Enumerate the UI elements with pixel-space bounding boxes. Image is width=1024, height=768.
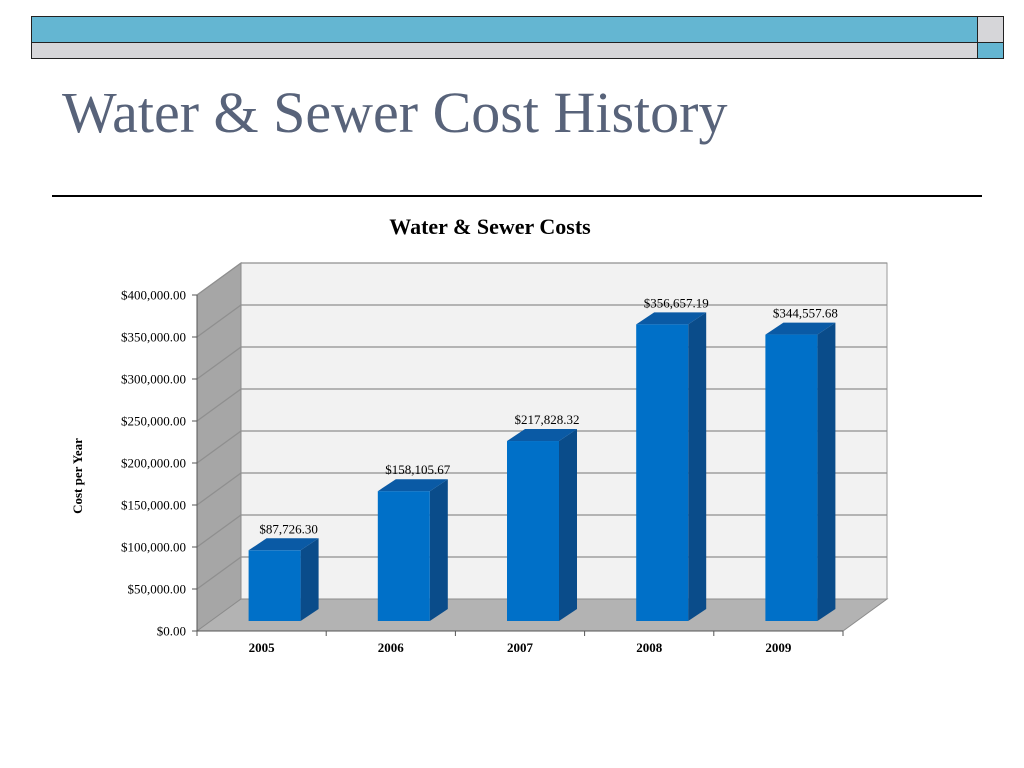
bar-top xyxy=(765,322,836,335)
gridline-side xyxy=(196,430,242,464)
y-tick-label: $250,000.00 xyxy=(121,414,186,429)
bar-top xyxy=(377,479,448,492)
bar-side xyxy=(429,479,448,621)
bar-top xyxy=(636,312,707,325)
gridline-side xyxy=(196,346,242,380)
gridline-side xyxy=(196,472,242,506)
y-tick-label: $300,000.00 xyxy=(121,372,186,387)
bar-side xyxy=(817,322,836,621)
y-tick-label: $350,000.00 xyxy=(121,330,186,345)
y-tick-label: $0.00 xyxy=(157,624,186,639)
x-tick-label: 2009 xyxy=(765,640,792,655)
y-tick-label: $200,000.00 xyxy=(121,456,186,471)
y-tick-label: $100,000.00 xyxy=(121,540,186,555)
y-tick-label: $150,000.00 xyxy=(121,498,186,513)
gridline-side xyxy=(196,262,242,296)
y-tick-label: $400,000.00 xyxy=(121,288,186,303)
data-label: $87,726.30 xyxy=(259,521,318,536)
bar-top xyxy=(248,538,319,551)
chart-title: Water & Sewer Costs xyxy=(389,214,591,239)
data-label: $344,557.68 xyxy=(773,306,838,321)
header-corner-lower xyxy=(977,42,1004,59)
x-tick-label: 2007 xyxy=(507,640,534,655)
title-divider xyxy=(52,195,982,197)
gridline-side xyxy=(196,514,242,548)
gridline-side xyxy=(196,556,242,590)
data-label: $217,828.32 xyxy=(515,412,580,427)
gridline-side xyxy=(196,304,242,338)
bar xyxy=(507,441,559,621)
slide-title: Water & Sewer Cost History xyxy=(62,80,728,145)
x-tick-label: 2008 xyxy=(636,640,663,655)
x-tick-label: 2005 xyxy=(249,640,276,655)
data-label: $356,657.19 xyxy=(644,295,709,310)
gridline-side xyxy=(196,388,242,422)
bar-side xyxy=(300,538,319,621)
y-tick-label: $50,000.00 xyxy=(128,582,187,597)
bar-side xyxy=(559,429,577,621)
bar-top xyxy=(507,429,577,442)
x-tick-label: 2006 xyxy=(378,640,405,655)
bar xyxy=(377,491,430,621)
bar xyxy=(248,550,301,621)
data-label: $158,105.67 xyxy=(385,462,451,477)
bar xyxy=(636,324,689,621)
bar-side xyxy=(688,312,707,621)
bar xyxy=(765,334,818,621)
